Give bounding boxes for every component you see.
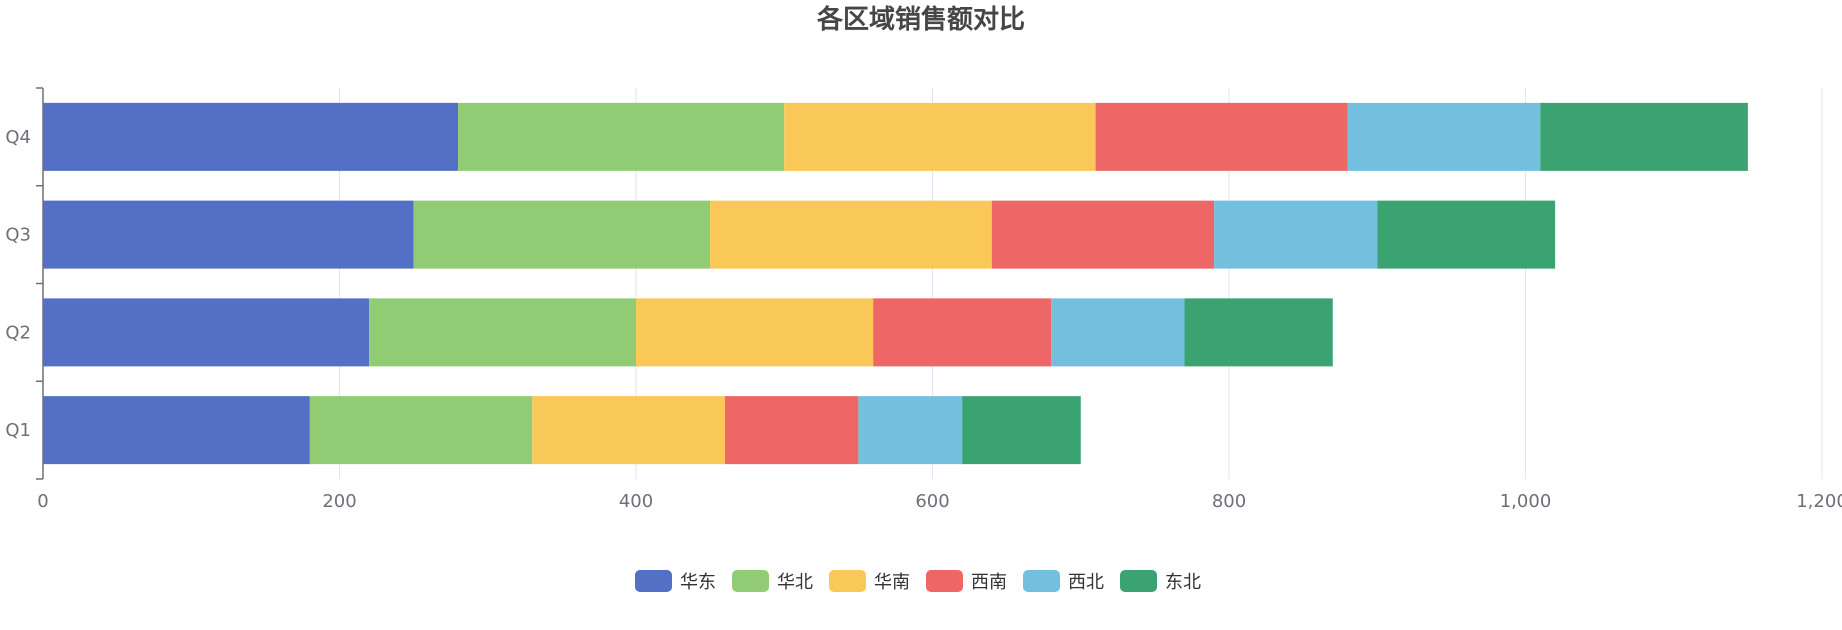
bar-segment	[1214, 200, 1378, 269]
bar-segment	[784, 102, 1096, 171]
legend-swatch	[732, 570, 769, 592]
bar-segment	[1095, 102, 1348, 171]
bar-segment	[1347, 102, 1541, 171]
bar-segment	[858, 396, 963, 465]
bar-segment	[962, 396, 1081, 465]
legend-swatch	[926, 570, 963, 592]
x-tick-label: 200	[322, 491, 356, 512]
x-tick-label: 1,000	[1500, 491, 1552, 512]
bar-segment	[1184, 298, 1333, 367]
x-tick-label: 600	[915, 491, 949, 512]
bars	[43, 102, 1748, 465]
chart-title: 各区域销售额对比	[816, 4, 1025, 35]
legend-label: 西北	[1068, 572, 1104, 593]
legend: 华东 华北 华南 西南 西北 东北	[635, 570, 1201, 593]
legend-swatch	[635, 570, 672, 592]
legend-label: 西南	[971, 572, 1007, 593]
bar-segment	[43, 102, 459, 171]
x-tick-label: 0	[37, 491, 48, 512]
axes: 0 200 400 600 800 1,000 1,200 Q1 Q2 Q3 Q4	[5, 87, 1842, 512]
bar-segment	[1051, 298, 1185, 367]
bar-segment	[636, 298, 874, 367]
bar-segment	[43, 200, 414, 269]
bar-segment	[991, 200, 1215, 269]
legend-label: 东北	[1165, 572, 1201, 593]
y-tick-label: Q3	[5, 225, 31, 246]
bar-segment	[710, 200, 992, 269]
bar-segment	[873, 298, 1052, 367]
bar-segment	[413, 200, 711, 269]
bar-segment	[309, 396, 533, 465]
bar-segment	[369, 298, 636, 367]
legend-label: 华北	[777, 572, 813, 593]
y-tick-label: Q2	[5, 322, 31, 343]
bar-segment	[458, 102, 785, 171]
bar-segment	[43, 396, 310, 465]
x-tick-label: 400	[619, 491, 653, 512]
bar-segment	[532, 396, 725, 465]
bar-segment	[1540, 102, 1748, 171]
legend-swatch	[1023, 570, 1060, 592]
x-tick-label: 800	[1212, 491, 1246, 512]
legend-label: 华南	[874, 572, 910, 593]
bar-segment	[43, 298, 370, 367]
legend-swatch	[829, 570, 866, 592]
y-tick-label: Q4	[5, 127, 31, 148]
y-tick-label: Q1	[5, 420, 31, 441]
legend-label: 华东	[680, 572, 716, 593]
bar-segment	[724, 396, 859, 465]
x-tick-label: 1,200	[1796, 491, 1842, 512]
legend-swatch	[1120, 570, 1157, 592]
bar-segment	[1377, 200, 1556, 269]
